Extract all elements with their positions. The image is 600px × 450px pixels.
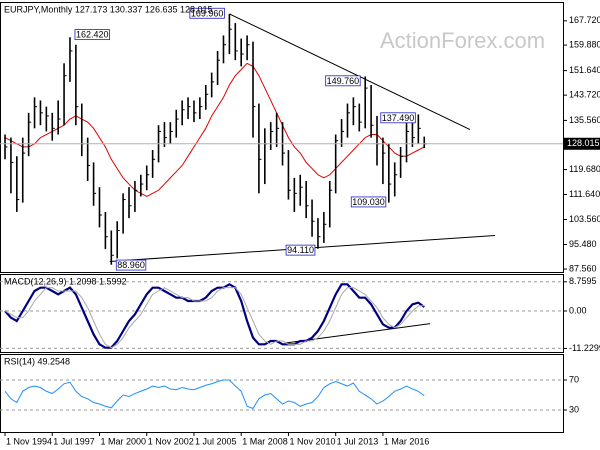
x-tick-label: 1 Mar 2008 (242, 436, 288, 446)
annotation-label: 162.420 (76, 30, 109, 40)
x-tick-label: 1 Jul 2005 (195, 436, 237, 446)
annotation-box (380, 112, 416, 124)
y-tick-label: 111.640 (569, 189, 600, 199)
trendline (229, 13, 471, 131)
y-tick-label: -11.2299 (569, 343, 600, 353)
x-tick-label: 1 Mar 2016 (384, 436, 430, 446)
x-tick-label: 1 Nov 1994 (6, 436, 52, 446)
y-tick-label: 167.720 (569, 15, 600, 25)
moving-average (4, 62, 425, 198)
indicator-line (4, 283, 425, 349)
x-tick-label: 1 Nov 2010 (289, 436, 335, 446)
y-tick-label: 70 (569, 374, 579, 384)
annotation-box (285, 244, 316, 256)
y-tick-label: 159.880 (569, 39, 600, 49)
x-tick-label: 1 Mar 2000 (100, 436, 146, 446)
y-tick-label: 0.00 (569, 305, 587, 315)
indicator-line (4, 379, 425, 410)
annotation-box (189, 7, 225, 19)
annotation-label: 88.960 (117, 260, 145, 270)
y-tick-label: 95.480 (569, 239, 597, 249)
panel-frame (0, 354, 564, 433)
watermark: ActionForex.com (380, 28, 545, 53)
annotation-label: 109.030 (352, 197, 385, 207)
panel-frame (0, 2, 564, 273)
panel-title: RSI(14) 49.2548 (4, 356, 70, 366)
signal-line (4, 287, 425, 349)
y-tick-label: 135.560 (569, 115, 600, 125)
y-tick-label: 30 (569, 404, 579, 414)
panel-title: EURJPY,Monthly 127.173 130.337 126.635 1… (4, 4, 213, 14)
annotation-box (115, 259, 147, 271)
current-price-label: 128.015 (567, 138, 600, 148)
x-tick-label: 1 Jul 1997 (53, 436, 95, 446)
annotation-label: 169.960 (191, 8, 224, 18)
panel-title: MACD(12,26,9) 1.2098 1.5992 (4, 276, 127, 286)
annotation-box (325, 75, 361, 87)
y-tick-label: 103.560 (569, 214, 600, 224)
annotation-box (350, 196, 387, 208)
y-tick-label: 143.720 (569, 90, 600, 100)
panel-frame (0, 274, 564, 353)
x-tick-label: 1 Nov 2002 (148, 436, 194, 446)
y-tick-label: 87.560 (569, 263, 597, 273)
annotation-box (74, 29, 110, 41)
annotation-label: 137.490 (382, 113, 415, 123)
annotation-label: 94.110 (287, 245, 314, 255)
y-tick-label: 8.7595 (569, 276, 597, 286)
y-tick-label: 119.680 (569, 164, 600, 174)
y-tick-label: 151.640 (569, 65, 600, 75)
current-price-box (564, 137, 600, 150)
annotation-label: 149.760 (327, 76, 360, 86)
x-tick-label: 1 Jul 2013 (337, 436, 379, 446)
